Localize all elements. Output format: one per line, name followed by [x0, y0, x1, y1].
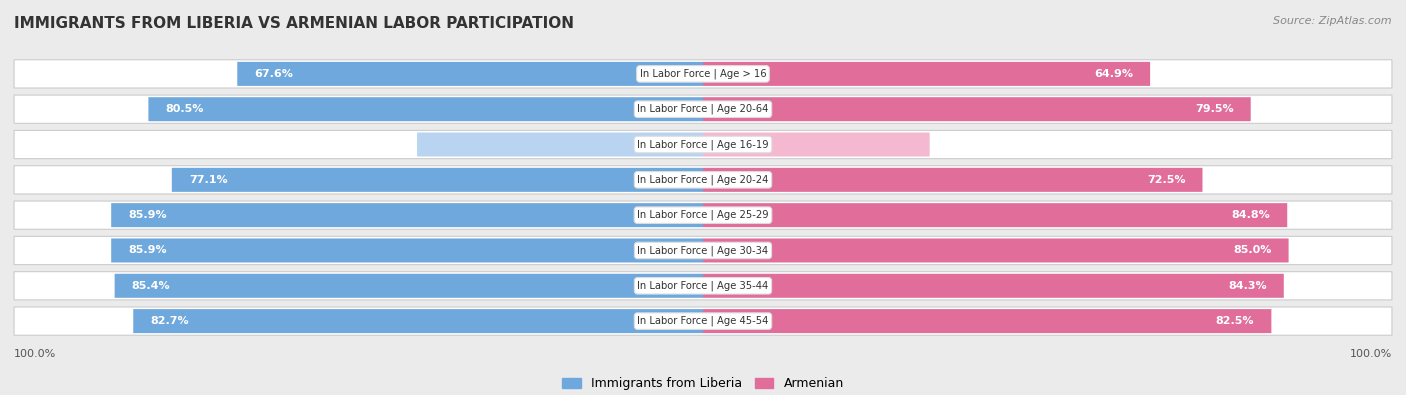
FancyBboxPatch shape	[14, 307, 1392, 335]
Text: 100.0%: 100.0%	[1350, 349, 1392, 359]
FancyBboxPatch shape	[238, 62, 703, 86]
Text: 67.6%: 67.6%	[254, 69, 294, 79]
Text: 80.5%: 80.5%	[166, 104, 204, 114]
Text: 79.5%: 79.5%	[1195, 104, 1233, 114]
Text: In Labor Force | Age 20-24: In Labor Force | Age 20-24	[637, 175, 769, 185]
FancyBboxPatch shape	[703, 168, 1202, 192]
Text: 85.4%: 85.4%	[132, 281, 170, 291]
FancyBboxPatch shape	[115, 274, 703, 298]
FancyBboxPatch shape	[703, 203, 1288, 227]
Text: 82.7%: 82.7%	[150, 316, 188, 326]
Text: 85.9%: 85.9%	[128, 210, 167, 220]
Text: In Labor Force | Age 45-54: In Labor Force | Age 45-54	[637, 316, 769, 326]
Legend: Immigrants from Liberia, Armenian: Immigrants from Liberia, Armenian	[557, 372, 849, 395]
Text: In Labor Force | Age 35-44: In Labor Force | Age 35-44	[637, 280, 769, 291]
Text: In Labor Force | Age 25-29: In Labor Force | Age 25-29	[637, 210, 769, 220]
FancyBboxPatch shape	[14, 272, 1392, 300]
Text: In Labor Force | Age 16-19: In Labor Force | Age 16-19	[637, 139, 769, 150]
Text: 64.9%: 64.9%	[1094, 69, 1133, 79]
FancyBboxPatch shape	[703, 239, 1289, 263]
FancyBboxPatch shape	[14, 236, 1392, 265]
FancyBboxPatch shape	[418, 132, 703, 156]
FancyBboxPatch shape	[134, 309, 703, 333]
Text: 85.0%: 85.0%	[1233, 245, 1271, 256]
Text: IMMIGRANTS FROM LIBERIA VS ARMENIAN LABOR PARTICIPATION: IMMIGRANTS FROM LIBERIA VS ARMENIAN LABO…	[14, 16, 574, 31]
Text: 32.9%: 32.9%	[713, 139, 749, 150]
Text: Source: ZipAtlas.com: Source: ZipAtlas.com	[1274, 16, 1392, 26]
Text: 82.5%: 82.5%	[1216, 316, 1254, 326]
FancyBboxPatch shape	[14, 95, 1392, 123]
FancyBboxPatch shape	[14, 130, 1392, 159]
FancyBboxPatch shape	[703, 62, 1150, 86]
FancyBboxPatch shape	[149, 97, 703, 121]
Text: 77.1%: 77.1%	[188, 175, 228, 185]
Text: 72.5%: 72.5%	[1147, 175, 1185, 185]
FancyBboxPatch shape	[14, 166, 1392, 194]
FancyBboxPatch shape	[172, 168, 703, 192]
FancyBboxPatch shape	[14, 201, 1392, 229]
Text: In Labor Force | Age 30-34: In Labor Force | Age 30-34	[637, 245, 769, 256]
FancyBboxPatch shape	[703, 309, 1271, 333]
Text: 100.0%: 100.0%	[14, 349, 56, 359]
FancyBboxPatch shape	[14, 60, 1392, 88]
Text: 84.8%: 84.8%	[1232, 210, 1270, 220]
Text: 84.3%: 84.3%	[1227, 281, 1267, 291]
FancyBboxPatch shape	[703, 97, 1251, 121]
FancyBboxPatch shape	[111, 239, 703, 263]
FancyBboxPatch shape	[703, 274, 1284, 298]
Text: In Labor Force | Age 20-64: In Labor Force | Age 20-64	[637, 104, 769, 115]
Text: In Labor Force | Age > 16: In Labor Force | Age > 16	[640, 69, 766, 79]
FancyBboxPatch shape	[111, 203, 703, 227]
Text: 41.5%: 41.5%	[657, 139, 693, 150]
Text: 85.9%: 85.9%	[128, 245, 167, 256]
FancyBboxPatch shape	[703, 132, 929, 156]
